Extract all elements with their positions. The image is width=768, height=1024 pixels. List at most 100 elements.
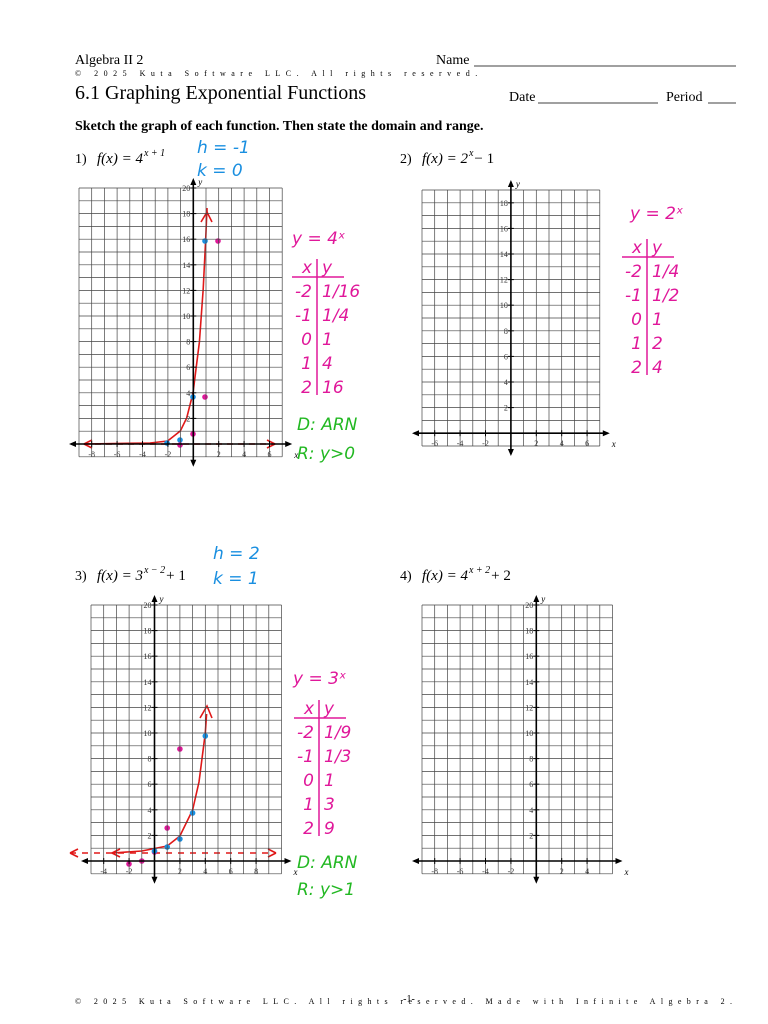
y-tick-label: 16	[500, 224, 508, 233]
domain: D: ARN	[297, 415, 358, 435]
y-tick-label: 18	[182, 210, 190, 219]
y-tick-label: 16	[525, 652, 533, 661]
x-tick-label: 8	[254, 867, 258, 876]
y-tick-label: 2	[529, 831, 533, 840]
sketch-1	[83, 207, 276, 449]
x-tick-label: 2	[217, 450, 221, 459]
range: R: y>1	[297, 880, 355, 900]
x-tick-label: -8	[88, 450, 95, 459]
x-tick-label: -4	[100, 867, 107, 876]
page-number: -1-	[403, 994, 415, 1005]
function-tail: + 2	[491, 568, 511, 584]
x-tick-label: 4	[560, 439, 564, 448]
y-tick-label: 2	[504, 404, 508, 413]
table-header: x	[301, 258, 313, 278]
function: f(x) = 4	[97, 151, 143, 167]
table-cell: 1/2	[652, 286, 679, 306]
table-cell: 1/3	[324, 747, 351, 767]
table-cell: 1	[324, 771, 335, 791]
title: 6.1 Graphing Exponential Functions	[75, 82, 366, 104]
y-tick-label: 8	[504, 327, 508, 336]
problem-number: 2)	[400, 152, 412, 167]
y-axis-label: y	[540, 594, 545, 604]
table-cell: 1/4	[322, 306, 349, 326]
x-tick-label: -4	[482, 867, 489, 876]
table-header: x	[303, 699, 315, 719]
x-tick-label: 4	[585, 867, 589, 876]
table-cell: 9	[324, 819, 335, 839]
instructions: Sketch the graph of each function. Then …	[75, 119, 484, 134]
y-tick-label: 2	[148, 831, 152, 840]
x-axis-label: x	[293, 867, 298, 877]
y-tick-label: 6	[186, 363, 190, 372]
table-cell: 3	[324, 795, 335, 815]
y-tick-label: 16	[144, 652, 152, 661]
shift-note: k = 1	[213, 569, 259, 589]
y-tick-label: 2	[186, 414, 190, 423]
x-tick-label: 2	[560, 867, 564, 876]
axis-arrows	[412, 595, 623, 884]
exponent: x + 1	[143, 148, 165, 159]
exponent: x − 2	[143, 565, 165, 576]
x-tick-label: -2	[165, 450, 172, 459]
table-cell: 2	[631, 358, 642, 378]
y-tick-label: 20	[144, 601, 152, 610]
table-cell: 1	[301, 354, 312, 374]
table-cell: 0	[301, 330, 312, 350]
table-cell: 1/9	[324, 723, 351, 743]
y-tick-label: 12	[525, 703, 533, 712]
exponent: x	[468, 148, 474, 159]
table-cell: 4	[322, 354, 333, 374]
axis-arrows	[81, 595, 292, 884]
problem-number: 3)	[75, 569, 87, 584]
x-tick-label: -2	[126, 867, 133, 876]
shift-note: k = 0	[197, 161, 243, 181]
table-cell: 1	[303, 795, 314, 815]
table-cell: 1/4	[652, 262, 679, 282]
function: f(x) = 3	[97, 568, 143, 584]
y-tick-label: 18	[144, 627, 152, 636]
y-tick-label: 16	[182, 235, 190, 244]
footer-copyright: © 2025 Kuta Software LLC. All rights res…	[75, 997, 737, 1006]
y-tick-label: 14	[182, 261, 190, 270]
y-tick-label: 12	[144, 703, 152, 712]
y-tick-label: 6	[504, 352, 508, 361]
y-tick-label: 14	[144, 678, 152, 687]
y-tick-label: 6	[148, 780, 152, 789]
y-axis-label: y	[159, 594, 164, 604]
y-tick-label: 4	[529, 806, 533, 815]
y-tick-label: 6	[529, 780, 533, 789]
table-cell: 1	[322, 330, 333, 350]
function-tail: + 1	[166, 568, 186, 584]
table-header: y	[651, 238, 663, 258]
shift-note: h = -1	[197, 138, 250, 158]
x-tick-label: 4	[242, 450, 246, 459]
x-tick-label: 6	[585, 439, 589, 448]
y-tick-label: 10	[500, 301, 508, 310]
x-axis-label: x	[624, 867, 629, 877]
x-tick-label: -2	[482, 439, 489, 448]
parent-function: y = 4ˣ	[291, 229, 346, 249]
x-tick-label: 2	[178, 867, 182, 876]
function: f(x) = 2	[422, 151, 468, 167]
name-label: Name	[436, 53, 469, 68]
y-tick-label: 18	[500, 199, 508, 208]
parent-function: y = 3ˣ	[292, 669, 347, 689]
x-tick-label: -6	[114, 450, 121, 459]
table-cell: 1	[652, 310, 663, 330]
parent-function: y = 2ˣ	[629, 204, 684, 224]
table-cell: 0	[631, 310, 642, 330]
y-tick-label: 14	[525, 678, 533, 687]
exponent: x + 2	[468, 565, 490, 576]
table-cell: 4	[652, 358, 663, 378]
sketch-3	[69, 704, 277, 858]
y-tick-label: 20	[182, 184, 190, 193]
problem-number: 1)	[75, 152, 87, 167]
x-tick-label: 6	[268, 450, 272, 459]
x-axis-label: x	[293, 450, 298, 460]
domain: D: ARN	[297, 853, 358, 873]
course: Algebra II 2	[75, 53, 143, 68]
y-tick-label: 4	[504, 378, 508, 387]
y-tick-label: 10	[525, 729, 533, 738]
